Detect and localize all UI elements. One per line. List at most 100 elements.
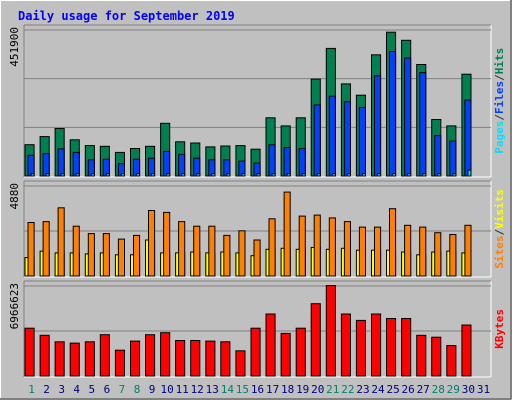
bar-kbytes-day-14 (220, 341, 231, 377)
bar-sites-day-13 (208, 225, 216, 277)
bar-pages-day-16 (256, 173, 261, 177)
bar-pages-day-20 (316, 173, 321, 177)
x-tick-label: 7 (119, 383, 126, 396)
bar-kbytes-day-15 (235, 350, 246, 377)
x-tick-label: 29 (447, 383, 460, 396)
bar-pages-day-21 (331, 173, 336, 177)
x-tick-label: 16 (251, 383, 264, 396)
bar-sites-day-15 (238, 230, 246, 277)
bar-kbytes-day-3 (54, 341, 65, 377)
bar-kbytes-day-28 (431, 336, 442, 377)
bar-files-day-28 (434, 135, 442, 177)
x-tick-label: 25 (386, 383, 399, 396)
bar-files-day-26 (404, 57, 412, 177)
bar-sites-day-1 (27, 222, 35, 277)
legend-item: Files (493, 81, 506, 114)
legend-item: / (493, 74, 506, 81)
bar-sites-day-23 (358, 226, 366, 277)
bar-kbytes-day-29 (446, 345, 457, 377)
bar-files-day-11 (178, 153, 186, 177)
x-tick-label: 8 (134, 383, 141, 396)
bar-pages-day-18 (286, 173, 291, 177)
bar-kbytes-day-22 (340, 313, 351, 377)
legend-item: / (493, 228, 506, 235)
bar-sites-day-28 (434, 232, 442, 277)
bar-sites-day-25 (389, 208, 397, 277)
bar-kbytes-day-26 (401, 318, 412, 377)
bar-sites-day-10 (163, 211, 171, 277)
x-tick-label: 22 (341, 383, 354, 396)
bar-files-day-19 (298, 148, 306, 177)
y-max-label: 6966623 (8, 283, 21, 329)
bar-pages-day-17 (271, 173, 276, 177)
bar-sites-day-9 (148, 210, 156, 277)
bar-pages-day-1 (30, 173, 35, 177)
bar-pages-day-27 (422, 173, 427, 177)
legend-item: Pages (493, 121, 506, 154)
bar-sites-day-11 (178, 221, 186, 277)
x-tick-label: 5 (88, 383, 95, 396)
bar-sites-day-14 (223, 234, 231, 277)
bar-pages-day-13 (211, 173, 216, 177)
x-tick-label: 30 (462, 383, 475, 396)
bar-pages-day-22 (346, 173, 351, 177)
chart-title: Daily usage for September 2019 (18, 9, 235, 23)
x-tick-label: 24 (371, 383, 385, 396)
bar-sites-day-19 (298, 215, 306, 277)
bar-kbytes-day-25 (386, 318, 397, 377)
bar-files-day-1 (27, 154, 35, 177)
bar-kbytes-day-21 (325, 285, 336, 377)
bar-pages-day-7 (120, 173, 126, 177)
x-tick-label: 18 (281, 383, 294, 396)
bar-files-day-17 (268, 144, 276, 177)
bar-files-day-2 (42, 153, 50, 177)
x-tick-label: 28 (432, 383, 445, 396)
bar-sites-day-6 (102, 233, 110, 277)
bar-pages-day-3 (60, 173, 65, 177)
bar-sites-day-8 (133, 234, 141, 277)
bar-kbytes-day-23 (355, 319, 366, 377)
bar-kbytes-day-13 (205, 340, 216, 377)
bar-pages-day-6 (105, 173, 110, 177)
bar-sites-day-20 (313, 214, 321, 277)
bar-sites-day-2 (42, 221, 50, 277)
x-axis-day-labels: 1 2 3 4 5 6 7 8 9 10 11 12 13 14 15 16 17 18 19 20 21 22 23 24 2… (28, 383, 490, 396)
side-legend: Pages/Files/Hits (493, 48, 506, 154)
bar-sites-day-22 (343, 221, 351, 277)
bar-sites-day-4 (72, 225, 80, 277)
bar-pages-day-14 (226, 173, 231, 177)
x-tick-label: 12 (191, 383, 204, 396)
bar-sites-day-30 (464, 224, 472, 277)
bar-pages-day-9 (151, 173, 156, 177)
bar-pages-day-8 (136, 173, 141, 177)
bar-kbytes-day-11 (175, 340, 186, 377)
bar-kbytes-day-1 (24, 327, 35, 377)
bar-pages-day-5 (90, 173, 95, 177)
x-tick-label: 9 (149, 383, 156, 396)
bar-files-day-3 (57, 148, 65, 177)
bar-sites-day-26 (404, 224, 412, 277)
x-tick-label: 4 (73, 383, 80, 396)
bar-pages-day-15 (241, 173, 246, 177)
bar-kbytes-day-16 (250, 327, 261, 377)
bar-kbytes-day-8 (130, 340, 141, 377)
bar-kbytes-day-17 (265, 313, 276, 377)
bar-kbytes-day-12 (190, 340, 201, 377)
bar-kbytes-day-2 (39, 334, 50, 377)
bar-pages-day-10 (166, 173, 171, 177)
x-tick-label: 20 (311, 383, 324, 396)
bar-files-day-30 (464, 99, 472, 177)
panel-kbytes: 6966623 KBytes (8, 280, 506, 378)
bar-pages-day-29 (452, 173, 457, 177)
bar-sites-day-5 (87, 233, 95, 277)
side-legend: KBytes (493, 309, 506, 349)
bar-files-day-4 (72, 151, 80, 177)
bar-kbytes-day-10 (160, 332, 171, 377)
bar-pages-day-12 (196, 173, 201, 177)
bar-kbytes-day-7 (114, 349, 126, 377)
bar-sites-day-7 (117, 238, 126, 277)
y-max-label: 451900 (8, 27, 21, 67)
legend-item: Sites (493, 235, 506, 268)
x-tick-label: 27 (417, 383, 430, 396)
